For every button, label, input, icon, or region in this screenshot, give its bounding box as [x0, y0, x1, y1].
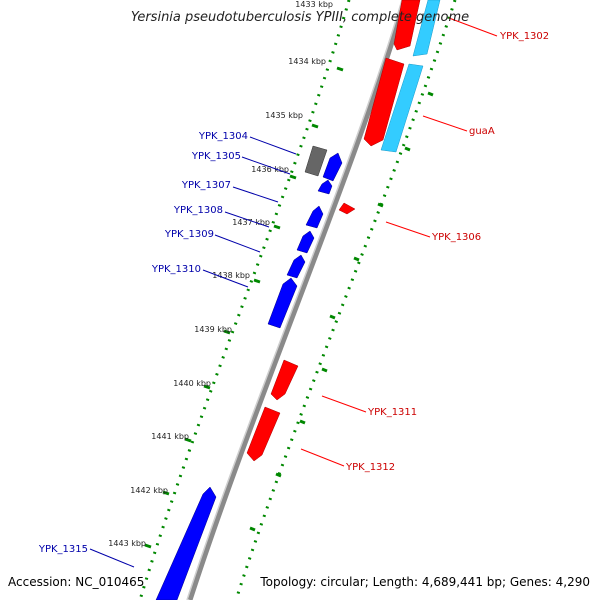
- gene-label-ypk1311[interactable]: YPK_1311: [367, 407, 417, 418]
- inner-ring-major-ticks: [249, 91, 434, 532]
- kbp-label-1433: 1433 kbp: [295, 0, 333, 9]
- gene-feature-guaA[interactable]: [363, 57, 405, 147]
- gene-label-ypk1310[interactable]: YPK_1310: [151, 264, 201, 275]
- gene-label-ypk1307[interactable]: YPK_1307: [181, 180, 231, 191]
- leader-ypk1306: [385, 221, 431, 238]
- forward-strand-features: [246, 0, 441, 462]
- kbp-label-1439: 1439 kbp: [194, 325, 232, 334]
- kbp-label-1434: 1434 kbp: [288, 57, 326, 66]
- leader-lines: [89, 17, 498, 568]
- gene-feature-ypk1310b[interactable]: [267, 277, 298, 329]
- leader-ypk1304: [249, 136, 297, 155]
- reverse-strand-features: [155, 145, 343, 600]
- tick-rings: [138, 0, 457, 600]
- leader-ypk1311: [321, 395, 367, 413]
- kbp-label-1441: 1441 kbp: [151, 432, 189, 441]
- leader-ypk1308: [224, 211, 270, 228]
- gene-feature-ypk1310[interactable]: [286, 254, 306, 279]
- leader-guaA: [422, 115, 468, 132]
- leader-ypk1312: [300, 448, 345, 467]
- gene-label-ypk1302[interactable]: YPK_1302: [499, 31, 549, 42]
- leader-ypk1310: [202, 269, 249, 288]
- kbp-label-1435: 1435 kbp: [265, 111, 303, 120]
- gene-label-ypk1312[interactable]: YPK_1312: [345, 462, 395, 473]
- gene-feature-ypk1306[interactable]: [338, 202, 356, 215]
- gene-feature-ypk1302[interactable]: [393, 0, 421, 51]
- gene-label-ypk1304[interactable]: YPK_1304: [198, 131, 248, 142]
- genome-title: Yersinia pseudotuberculosis YPIII, compl…: [130, 10, 470, 25]
- rna-feature-top[interactable]: [412, 0, 441, 57]
- leader-ypk1302: [448, 17, 498, 37]
- genome-summary-text: Topology: circular; Length: 4,689,441 bp…: [260, 575, 590, 589]
- kbp-label-1443: 1443 kbp: [108, 539, 146, 548]
- gene-label-ypk1305[interactable]: YPK_1305: [191, 151, 241, 162]
- kbp-label-1436: 1436 kbp: [251, 165, 289, 174]
- gene-feature-ypk1304[interactable]: [304, 145, 328, 177]
- inner-tick-ring: [234, 0, 457, 600]
- genome-backbone-highlight: [186, 0, 403, 600]
- gene-label-ypk1309[interactable]: YPK_1309: [164, 229, 214, 240]
- leader-ypk1305: [241, 156, 291, 175]
- gene-feature-ypk1307[interactable]: [317, 179, 333, 195]
- kbp-scale-labels: 1433 kbp 1434 kbp 1435 kbp 1436 kbp 1437…: [108, 0, 333, 548]
- gene-feature-ypk1311[interactable]: [270, 359, 299, 401]
- gene-label-guaA[interactable]: guaA: [469, 126, 495, 137]
- kbp-label-1440: 1440 kbp: [173, 379, 211, 388]
- gene-label-ypk1315[interactable]: YPK_1315: [38, 544, 88, 555]
- kbp-label-1438: 1438 kbp: [212, 271, 250, 280]
- gene-feature-ypk1309[interactable]: [296, 230, 315, 254]
- gene-feature-ypk1305[interactable]: [322, 152, 343, 182]
- leader-ypk1307: [232, 186, 279, 203]
- gene-feature-ypk1315[interactable]: [155, 486, 217, 600]
- outer-tick-ring: [138, 0, 351, 600]
- kbp-label-1437: 1437 kbp: [232, 218, 270, 227]
- kbp-label-1442: 1442 kbp: [130, 486, 168, 495]
- leader-ypk1315: [89, 548, 135, 568]
- gene-label-ypk1306[interactable]: YPK_1306: [431, 232, 481, 243]
- leader-ypk1309: [214, 234, 261, 253]
- accession-text: Accession: NC_010465: [8, 575, 145, 589]
- outer-ring-major-ticks: [144, 66, 344, 549]
- gene-labels: YPK_1302 guaA YPK_1306 YPK_1311 YPK_1312…: [38, 31, 549, 555]
- rna-feature-guaA-adjacent[interactable]: [380, 63, 424, 153]
- gene-feature-ypk1312[interactable]: [246, 406, 281, 462]
- gene-label-ypk1308[interactable]: YPK_1308: [173, 205, 223, 216]
- gene-feature-ypk1308[interactable]: [305, 205, 324, 229]
